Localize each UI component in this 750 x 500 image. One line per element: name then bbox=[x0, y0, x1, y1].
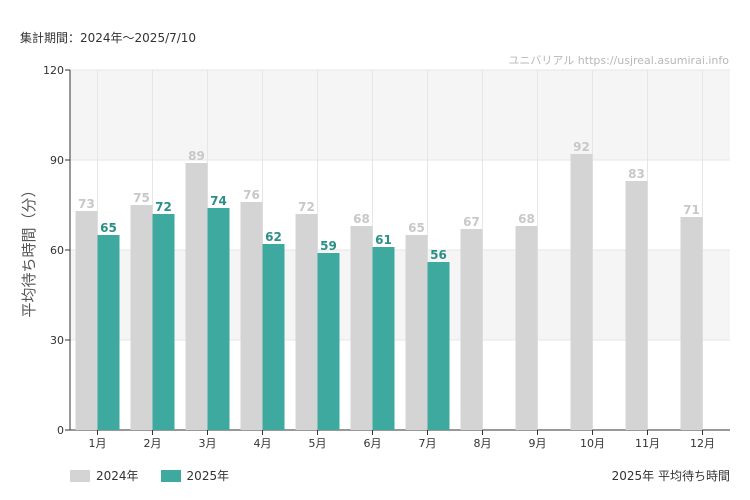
bar-2025 bbox=[97, 235, 120, 430]
data-label-2024: 72 bbox=[298, 200, 315, 214]
data-label-2024: 89 bbox=[188, 149, 205, 163]
data-label-2025: 59 bbox=[320, 239, 337, 253]
bar-2025 bbox=[317, 253, 340, 430]
data-label-2024: 71 bbox=[683, 203, 700, 217]
y-tick-label: 30 bbox=[50, 334, 64, 347]
x-tick-label: 6月 bbox=[364, 437, 382, 450]
bar-2025 bbox=[427, 262, 450, 430]
grid-band bbox=[70, 250, 730, 340]
legend-swatch-2025 bbox=[160, 469, 181, 482]
x-tick-label: 10月 bbox=[580, 437, 605, 450]
bar-2024 bbox=[185, 163, 208, 430]
bar-2024 bbox=[295, 214, 318, 430]
y-tick-label: 60 bbox=[50, 244, 64, 257]
data-label-2025: 72 bbox=[155, 200, 172, 214]
x-tick-label: 5月 bbox=[309, 437, 327, 450]
grid-band bbox=[70, 160, 730, 250]
y-tick-label: 0 bbox=[57, 424, 64, 437]
bar-2025 bbox=[152, 214, 175, 430]
legend-swatch-2024 bbox=[70, 469, 90, 482]
x-tick-label: 9月 bbox=[529, 437, 547, 450]
bar-2025 bbox=[207, 208, 230, 430]
bar-2024 bbox=[350, 226, 373, 430]
period-label: 集計期間：2024年～2025/7/10 bbox=[20, 31, 197, 45]
bar-2024 bbox=[130, 205, 153, 430]
bar-2024 bbox=[460, 229, 483, 430]
legend-label-2025: 2025年 bbox=[186, 469, 230, 483]
data-label-2024: 68 bbox=[353, 212, 370, 226]
x-tick-label: 12月 bbox=[690, 437, 715, 450]
x-tick-label: 4月 bbox=[254, 437, 272, 450]
y-tick-label: 120 bbox=[43, 64, 64, 77]
data-label-2025: 65 bbox=[100, 221, 117, 235]
x-tick-label: 3月 bbox=[199, 437, 217, 450]
grid-band bbox=[70, 340, 730, 430]
bar-2024 bbox=[240, 202, 263, 430]
data-label-2024: 75 bbox=[133, 191, 150, 205]
data-label-2025: 56 bbox=[430, 248, 447, 262]
x-tick-label: 11月 bbox=[635, 437, 660, 450]
data-label-2024: 67 bbox=[463, 215, 480, 229]
data-label-2024: 73 bbox=[78, 197, 95, 211]
bar-2024 bbox=[680, 217, 703, 430]
data-label-2025: 62 bbox=[265, 230, 282, 244]
source-credit: ユニバリアル https://usjreal.asumirai.info bbox=[508, 54, 729, 67]
grid-band bbox=[70, 70, 730, 160]
bar-2024 bbox=[75, 211, 98, 430]
bar-2025 bbox=[372, 247, 395, 430]
footer-title: 2025年 平均待ち時間 bbox=[611, 469, 730, 483]
legend-item-2024[interactable]: 2024年 bbox=[70, 467, 139, 484]
data-label-2024: 65 bbox=[408, 221, 425, 235]
x-tick-label: 7月 bbox=[419, 437, 437, 450]
y-tick-label: 90 bbox=[50, 154, 64, 167]
legend: 2024年 2025年 bbox=[70, 467, 229, 484]
data-label-2024: 68 bbox=[518, 212, 535, 226]
bar-2025 bbox=[262, 244, 285, 430]
data-label-2025: 61 bbox=[375, 233, 392, 247]
y-axis-title: 平均待ち時間（分） bbox=[20, 182, 38, 317]
legend-label-2024: 2024年 bbox=[96, 469, 139, 483]
legend-item-2025[interactable]: 2025年 bbox=[160, 467, 230, 484]
bar-2024 bbox=[515, 226, 538, 430]
data-label-2024: 92 bbox=[573, 140, 590, 154]
data-label-2024: 83 bbox=[628, 167, 645, 181]
x-tick-label: 8月 bbox=[474, 437, 492, 450]
data-label-2025: 74 bbox=[210, 194, 227, 208]
bar-2024 bbox=[405, 235, 428, 430]
bar-2024 bbox=[625, 181, 648, 430]
x-tick-label: 2月 bbox=[144, 437, 162, 450]
bar-2024 bbox=[570, 154, 593, 430]
x-tick-label: 1月 bbox=[89, 437, 107, 450]
data-label-2024: 76 bbox=[243, 188, 260, 202]
